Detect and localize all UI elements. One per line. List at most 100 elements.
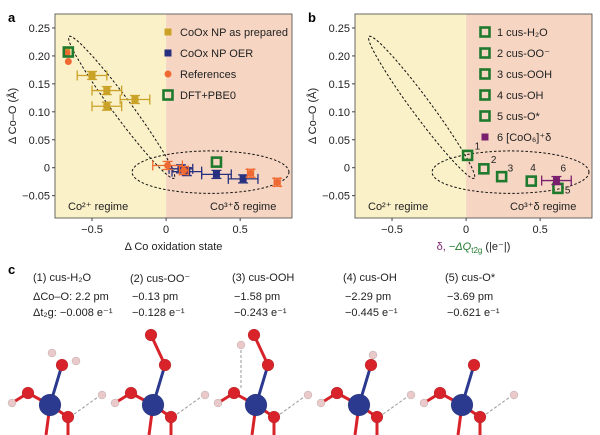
y-axis-label: Δ Co–O (Å) (6, 88, 19, 144)
y-tick-label: 0.05 (29, 135, 50, 147)
hydrogen-atom (368, 350, 378, 360)
x-tick-label: 0.5 (533, 224, 548, 236)
legend-label: 3 cus-OOH (497, 69, 552, 81)
hydrogen-atom (509, 390, 519, 400)
hydrogen-atom (71, 356, 81, 366)
legend-label: DFT+PBE0 (180, 90, 236, 102)
legend-marker (481, 133, 489, 141)
x-tick-label: −0.5 (381, 224, 403, 236)
cobalt-atom (141, 393, 165, 417)
legend-label: References (180, 69, 237, 81)
oxygen-atom (467, 358, 481, 372)
data-point (88, 71, 96, 79)
data-point (103, 87, 111, 95)
panel-label-c: c (8, 262, 16, 277)
oxygen-atom (61, 410, 75, 424)
data-point (131, 96, 139, 104)
co3-region (166, 14, 292, 218)
legend-label: 2 cus-OO⁻ (497, 48, 550, 60)
data-point (180, 166, 188, 174)
oxygen-atom (144, 328, 158, 342)
legend-marker (479, 47, 491, 59)
legend-marker (164, 70, 172, 78)
data-point (495, 170, 508, 183)
y-tick-label: 0.15 (29, 79, 50, 91)
data-point (478, 163, 490, 175)
y-tick-label: 0.10 (329, 107, 350, 119)
hydrogen-bond (481, 396, 511, 418)
legend-marker (164, 49, 172, 57)
x-tick-label: −0.5 (81, 224, 103, 236)
panel-c-dt2g: Δt₂g: −0.008 e⁻¹ (33, 307, 113, 319)
y-tick-label: −0.05 (22, 191, 50, 203)
y-tick-label: 0.25 (29, 23, 50, 35)
x-tick-label: 0 (463, 224, 469, 236)
x-tick-label: 0 (163, 224, 169, 236)
cluster-ellipse-1 (367, 35, 476, 180)
panel-c-dco: −3.69 pm (447, 291, 494, 303)
hydrogen-bond (378, 396, 408, 418)
oxygen-atom (124, 386, 138, 400)
data-point (247, 169, 255, 177)
data-point (212, 170, 220, 178)
oxygen-atom (247, 328, 261, 342)
legend-marker (162, 89, 174, 101)
cobalt-atom (347, 393, 371, 417)
chart-a: −0.5 0 0.5 0.25 0.20 0.15 0.10 0.05 0 −0.05 Δ Co–O… (6, 13, 293, 253)
regime-label-co2: Co²⁺ regime (368, 201, 428, 213)
co2-region (355, 14, 467, 218)
hydrogen-atom (47, 348, 57, 358)
y-tick-label: 0.15 (329, 79, 350, 91)
data-point (210, 156, 223, 168)
oxygen-atom (364, 358, 378, 372)
panel-c-dco: −0.13 pm (132, 291, 179, 303)
panel-c-title: (1) cus-H₂O (33, 272, 92, 284)
hydrogen-atom (303, 390, 313, 400)
data-point (552, 177, 560, 185)
plot-frame (54, 13, 293, 219)
legend-label: CoOx NP as prepared (180, 27, 288, 39)
plot-frame (354, 13, 593, 219)
oxygen-atom (267, 410, 281, 424)
hydrogen-atom (200, 390, 210, 400)
point-label: 3 (508, 164, 514, 175)
y-tick-label: 0 (344, 163, 350, 175)
legend-label: CoOx NP OER (180, 48, 253, 60)
legend-label: 1 cus-H₂O (497, 27, 548, 39)
chart-b: −0.5 0 0.5 0.25 0.20 0.15 0.10 0.05 0 −0.05 Δ Co–O… (306, 13, 593, 255)
hydrogen-atom (406, 390, 416, 400)
panel-c-title: (2) cus-OO⁻ (130, 273, 191, 285)
y-tick-label: 0.25 (329, 23, 350, 35)
legend-marker (479, 110, 491, 122)
panel-c-title: (4) cus-OH (343, 272, 397, 284)
point-label: 4 (530, 163, 536, 174)
oxygen-atom (370, 410, 384, 424)
panel-c-title: (3) cus-OOH (232, 272, 295, 284)
oxygen-atom (433, 386, 447, 400)
legend-label: 5 cus-O* (497, 111, 541, 123)
x-label-unit: (|e⁻|) (482, 241, 510, 253)
point-label: 1 (475, 141, 481, 152)
legend-marker (479, 68, 491, 80)
y-tick-label: −0.05 (322, 191, 350, 203)
hydrogen-bond (172, 396, 202, 418)
cobalt-atom (450, 393, 474, 417)
oxygen-atom (227, 386, 241, 400)
data-point (239, 175, 247, 183)
y-tick-label: 0.05 (329, 135, 350, 147)
regime-label-co3: Co³⁺δ regime (210, 201, 276, 213)
hydrogen-atom (110, 398, 120, 408)
oxygen-atom (21, 386, 35, 400)
cluster-ellipse-2 (431, 150, 590, 194)
y-tick-label: 0.20 (29, 51, 50, 63)
cluster-ellipse-1 (67, 35, 176, 180)
hydrogen-atom (316, 398, 326, 408)
hydrogen-atom (236, 340, 246, 350)
regime-label-co3: Co³⁺δ regime (510, 201, 576, 213)
data-point (64, 58, 72, 66)
hydrogen-atom (213, 398, 223, 408)
point-label: 5 (565, 185, 571, 196)
cobalt-atom (244, 393, 268, 417)
molecule-structures (7, 328, 519, 435)
